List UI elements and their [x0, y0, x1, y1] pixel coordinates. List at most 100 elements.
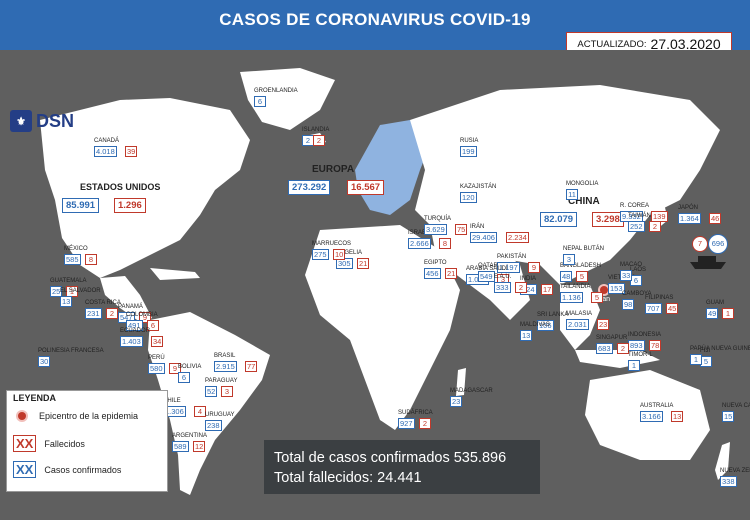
country-label-guam: GUAM	[706, 300, 724, 306]
country-confirmed-pakist-n: 1.197	[497, 262, 520, 273]
country-label-pakist-n: PAKISTÁN	[497, 254, 527, 260]
region-confirmed-china: 82.079	[540, 212, 578, 227]
country-confirmed-guam: 49	[706, 308, 719, 319]
country-deaths-panam-: 9	[139, 312, 151, 323]
logo-text: DSN	[36, 110, 75, 131]
country-label-panam-: PANAMÁ	[118, 304, 143, 310]
country-label-india: INDIA	[520, 276, 537, 282]
country-confirmed-israel: 2.666	[408, 238, 431, 249]
region-deaths-europa: 16.567	[347, 180, 385, 195]
country-confirmed-kazajist-n: 120	[460, 192, 477, 203]
caribbean-shape	[150, 268, 200, 280]
country-label-egipto: EGIPTO	[424, 260, 447, 266]
country-label-mongolia: MONGOLIA	[566, 181, 599, 187]
country-label-ir-n: IRÁN	[470, 224, 485, 230]
country-deaths-israel: 8	[439, 238, 451, 249]
country-confirmed-e-a-u-: 333	[494, 282, 511, 293]
country-label-camboya: CAMBOYA	[622, 291, 652, 297]
africa-shape	[305, 225, 460, 430]
legend-deaths-row: XX Fallecidos	[13, 435, 85, 452]
country-label-laos: LAOS	[630, 267, 647, 273]
region-deaths-eeuu: 1.296	[114, 198, 146, 213]
country-confirmed-sri-lanka: 106	[537, 320, 554, 331]
country-confirmed-brasil: 2.915	[214, 361, 237, 372]
country-label-taiw-n: TAIWÁN	[628, 213, 651, 219]
confirmed-symbol: XX	[13, 461, 37, 478]
country-label-m-xico: MÉXICO	[64, 246, 88, 252]
country-confirmed-madagascar: 23	[450, 396, 463, 407]
updated-date: 27.03.2020	[650, 36, 721, 52]
country-label-marruecos: MARRUECOS	[312, 241, 352, 247]
country-confirmed-turqu-a: 3.629	[424, 224, 447, 235]
country-label-arabia-saud-: ARABIA SAUDÍ	[466, 266, 508, 272]
country-label-ecuador: ECUADOR	[120, 328, 151, 334]
country-deaths-argentina: 12	[193, 441, 206, 452]
country-confirmed-maldivas: 13	[520, 330, 533, 341]
country-label-uruguay: URUGUAY	[205, 412, 235, 418]
country-label-r-corea: R. COREA	[620, 203, 650, 209]
country-deaths-sud-frica: 2	[419, 418, 431, 429]
country-confirmed-bolivia: 6	[178, 372, 190, 383]
country-confirmed-per-: 580	[148, 363, 165, 374]
country-confirmed-taiw-n: 252	[628, 221, 645, 232]
country-deaths-jap-n: 46	[709, 213, 722, 224]
country-deaths-turqu-a: 75	[455, 224, 468, 235]
country-deaths-malasia: 23	[597, 319, 610, 330]
country-label-rusia: RUSIA	[460, 138, 479, 144]
country-label-sud-frica: SUDÁFRICA	[398, 410, 433, 416]
country-confirmed-m-xico: 585	[64, 254, 81, 265]
country-label-jap-n: JAPÓN	[678, 205, 699, 211]
country-confirmed-guatemala: 25	[50, 286, 63, 297]
country-confirmed-vietnam: 153	[608, 283, 625, 294]
country-confirmed-paraguay: 52	[205, 386, 218, 397]
country-confirmed-uruguay: 238	[205, 420, 222, 431]
region-label-europa: EUROPA	[312, 164, 355, 175]
greenland-shape	[240, 68, 335, 130]
country-confirmed-macao: 33	[620, 270, 633, 281]
country-deaths-colombia: 6	[147, 320, 159, 331]
country-deaths-guam: 1	[722, 308, 734, 319]
country-deaths-m-xico: 8	[85, 254, 97, 265]
country-deaths-per-: 9	[169, 363, 181, 374]
region-label-eeuu: ESTADOS UNIDOS	[80, 182, 161, 192]
country-confirmed-camboya: 98	[622, 299, 635, 310]
country-deaths-singapur: 2	[617, 343, 629, 354]
country-deaths-pakist-n: 9	[528, 262, 540, 273]
title-bar: CASOS DE CORONAVIRUS COVID-19	[0, 0, 750, 50]
country-deaths-indonesia: 78	[649, 340, 662, 351]
country-deaths-india: 17	[541, 284, 554, 295]
region-label-china: CHINA	[568, 196, 600, 207]
total-deaths: Total fallecidos: 24.441	[274, 470, 422, 486]
country-label-islandia: ISLANDIA	[302, 127, 330, 133]
country-label-turqu-a: TURQUÍA	[424, 216, 451, 222]
country-label-singapur: SINGAPUR	[596, 335, 628, 341]
country-confirmed-polinesia-francesa: 30	[38, 356, 51, 367]
region-confirmed-eeuu: 85.991	[62, 198, 100, 213]
region-confirmed-europa: 273.292	[288, 180, 331, 195]
country-label-colombia: COLOMBIA	[126, 312, 158, 318]
country-label-e-a-u-: E.A.U.	[494, 274, 512, 280]
country-label-nueva-zelanda: NUEVA ZELANDA	[720, 468, 750, 474]
country-confirmed-jap-n: 1.364	[678, 213, 701, 224]
epicenter-dot-icon	[18, 412, 26, 420]
country-confirmed-bangladesh: 48	[560, 271, 573, 282]
madagascar-shape	[456, 368, 466, 396]
country-label-brasil: BRASIL	[214, 353, 236, 359]
legend-deaths-label: Fallecidos	[44, 438, 85, 449]
country-label-argentina: ARGENTINA	[172, 433, 208, 439]
country-confirmed-nepal-but-n: 3	[563, 254, 575, 265]
country-confirmed-mongolia: 11	[566, 189, 578, 200]
country-label-nepal-but-n: NEPAL BUTÁN	[563, 246, 605, 252]
country-deaths-e-a-u-: 2	[515, 282, 527, 293]
country-label-nueva-caledonia: NUEVA CALEDONIA	[722, 403, 750, 409]
country-label-maldivas: MALDIVAS	[520, 322, 550, 328]
crest-icon: ⚜	[10, 110, 32, 132]
country-confirmed-filipinas: 707	[645, 303, 662, 314]
country-confirmed-sud-frica: 927	[398, 418, 415, 429]
country-deaths-canad-: 39	[125, 146, 138, 157]
country-deaths-egipto: 21	[445, 268, 458, 279]
country-label-guatemala: GUATEMALA	[50, 278, 87, 284]
country-confirmed-marruecos: 275	[312, 249, 329, 260]
country-confirmed-nueva-caledonia: 15	[722, 411, 735, 422]
country-deaths-marruecos: 10	[333, 249, 346, 260]
